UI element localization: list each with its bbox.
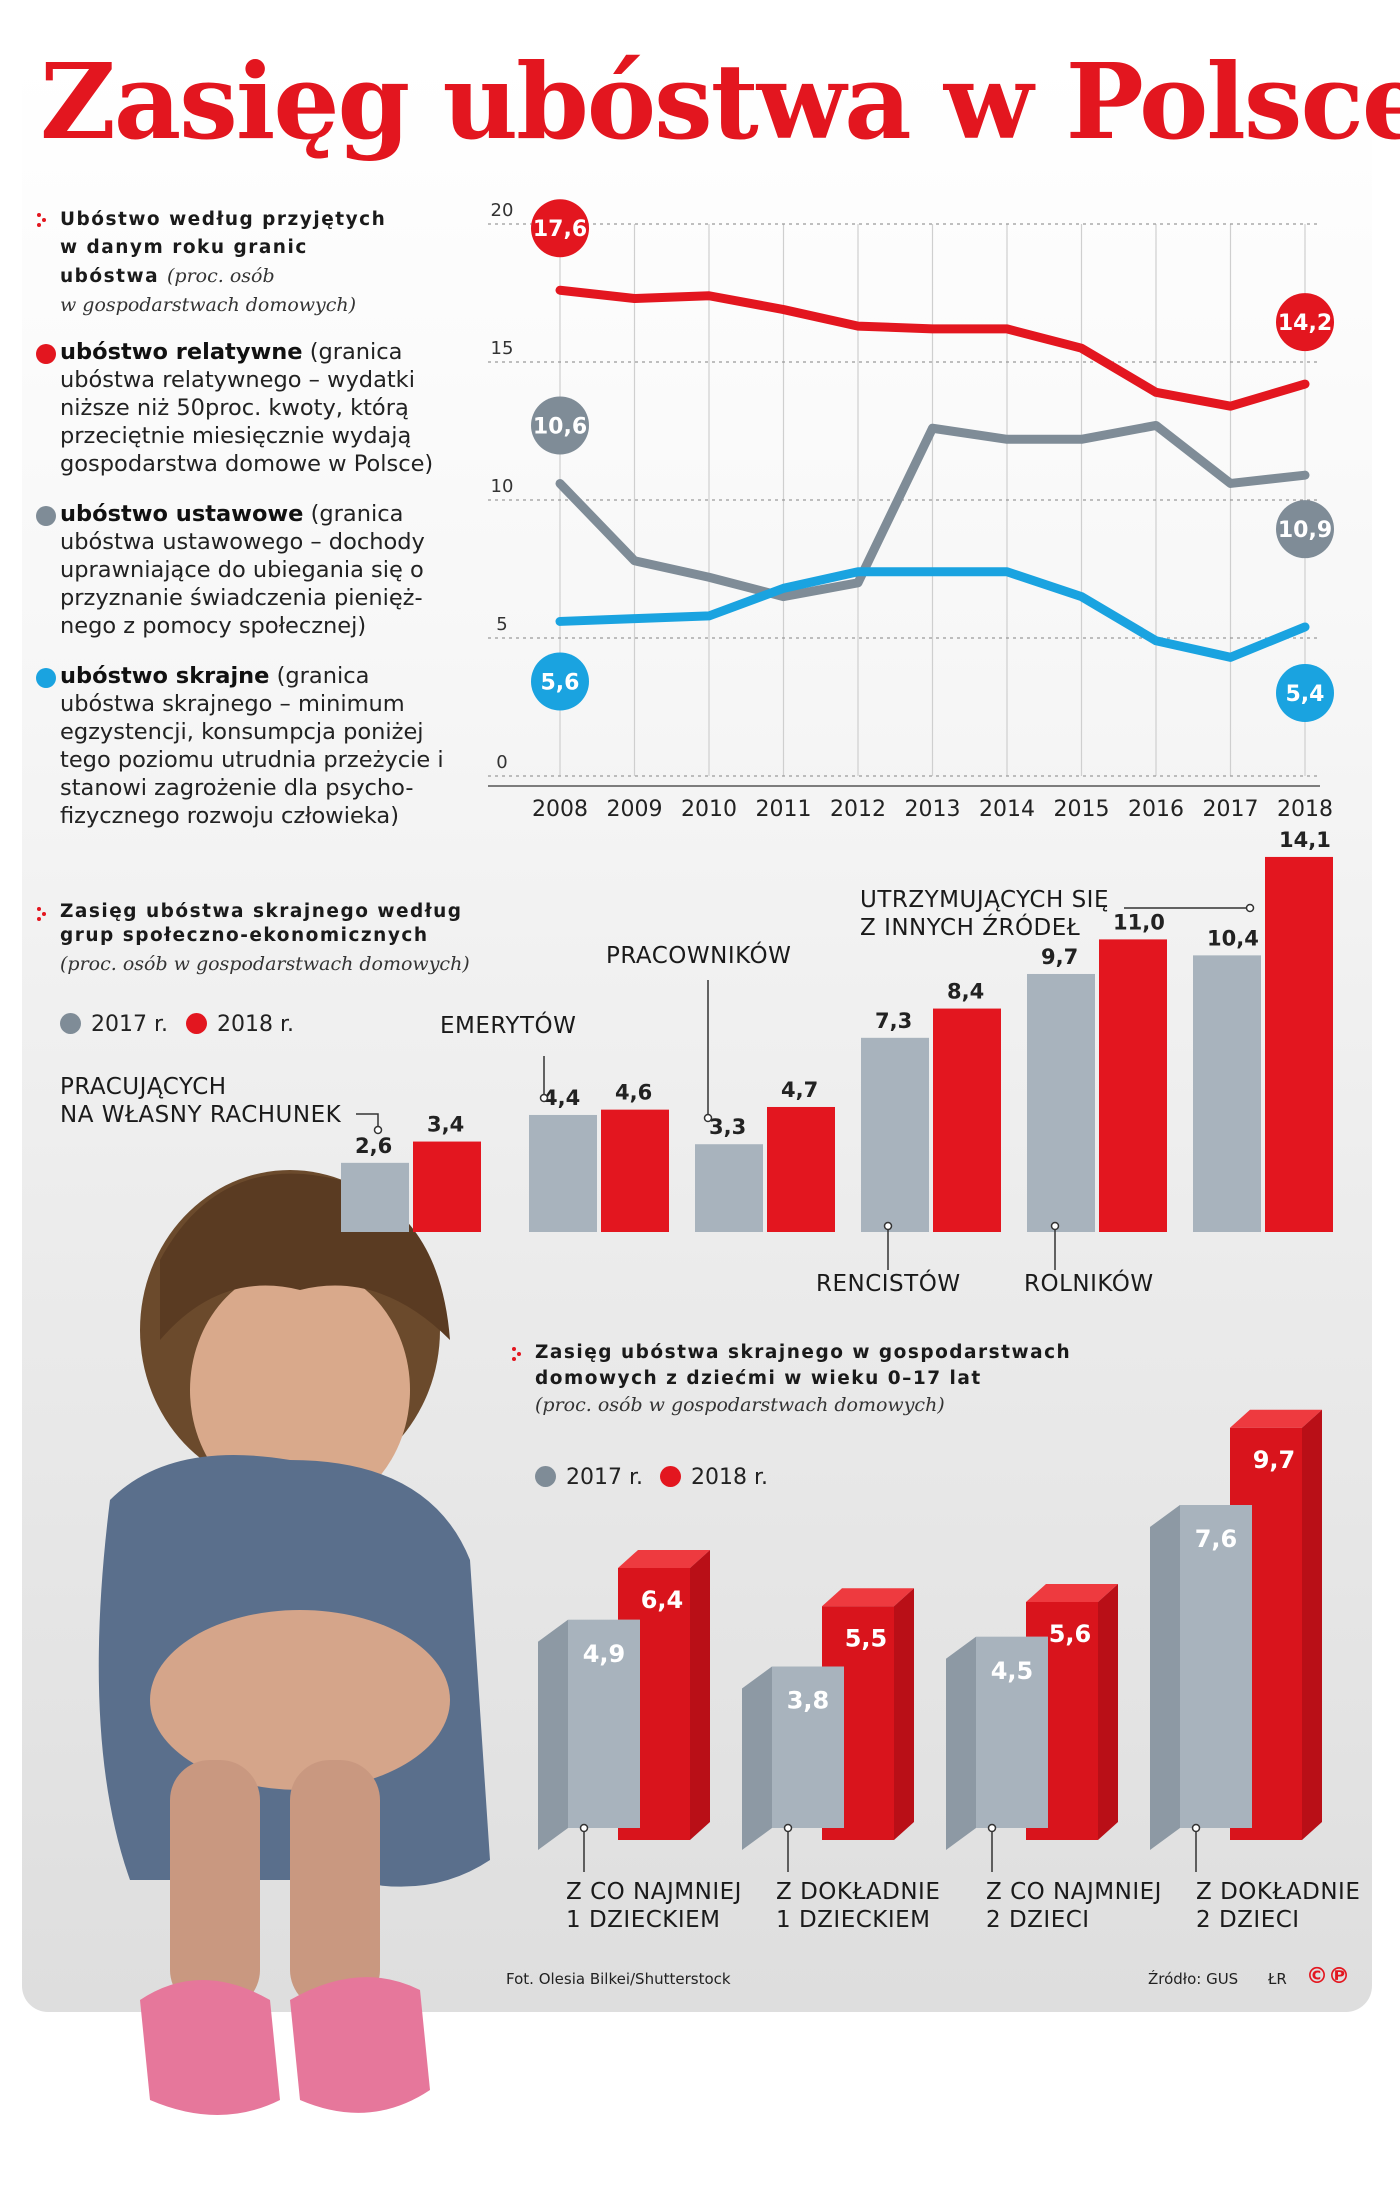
- label-at-least-1-child-line1: Z CO NAJMNIEJ: [566, 1878, 742, 1906]
- label-exactly-2-children-line2: 2 DZIECI: [1196, 1906, 1300, 1934]
- author-initials: ŁR: [1268, 1970, 1287, 1988]
- leader-dot: [785, 1825, 792, 1832]
- source-note: Źródło: GUS: [1148, 1970, 1238, 1988]
- label-at-least-2-children-line1: Z CO NAJMNIEJ: [986, 1878, 1162, 1906]
- bar-2017: [1180, 1505, 1252, 1828]
- bar-value-label-2017: 7,6: [1195, 1525, 1238, 1553]
- label-at-least-1-child-line2: 1 DZIECKIEM: [566, 1906, 721, 1934]
- bar-value-label-2018: 9,7: [1253, 1446, 1296, 1474]
- label-at-least-2-children-line2: 2 DZIECI: [986, 1906, 1090, 1934]
- bar-side-2018: [690, 1550, 710, 1840]
- bar-value-label-2017: 4,9: [583, 1640, 626, 1668]
- bar-chart-households-children: 6,4 4,9 5,5 3,8 5,6 4,5 9,7 7,6: [0, 0, 1400, 1900]
- bar-value-label-2018: 5,5: [845, 1624, 888, 1652]
- leader-dot: [1193, 1825, 1200, 1832]
- bar-side-2017: [742, 1667, 772, 1851]
- leader-dot: [581, 1825, 588, 1832]
- photo-credit: Fot. Olesia Bilkei/Shutterstock: [506, 1970, 731, 1988]
- bar-value-label-2018: 5,6: [1049, 1620, 1092, 1648]
- bar-value-label-2017: 4,5: [991, 1657, 1034, 1685]
- bar-value-label-2018: 6,4: [641, 1586, 684, 1614]
- bar-side-2018: [894, 1588, 914, 1840]
- bar-side-2017: [538, 1620, 568, 1850]
- bar-side-2017: [1150, 1505, 1180, 1850]
- bar-side-2018: [1302, 1410, 1322, 1840]
- leader-dot: [989, 1825, 996, 1832]
- bar-value-label-2017: 3,8: [787, 1687, 830, 1715]
- publisher-logo: ©℗: [1306, 1964, 1350, 1989]
- label-exactly-1-child-line1: Z DOKŁADNIE: [776, 1878, 940, 1906]
- bar-side-2017: [946, 1637, 976, 1850]
- bar-side-2018: [1098, 1584, 1118, 1840]
- label-exactly-2-children-line1: Z DOKŁADNIE: [1196, 1878, 1360, 1906]
- label-exactly-1-child-line2: 1 DZIECKIEM: [776, 1906, 931, 1934]
